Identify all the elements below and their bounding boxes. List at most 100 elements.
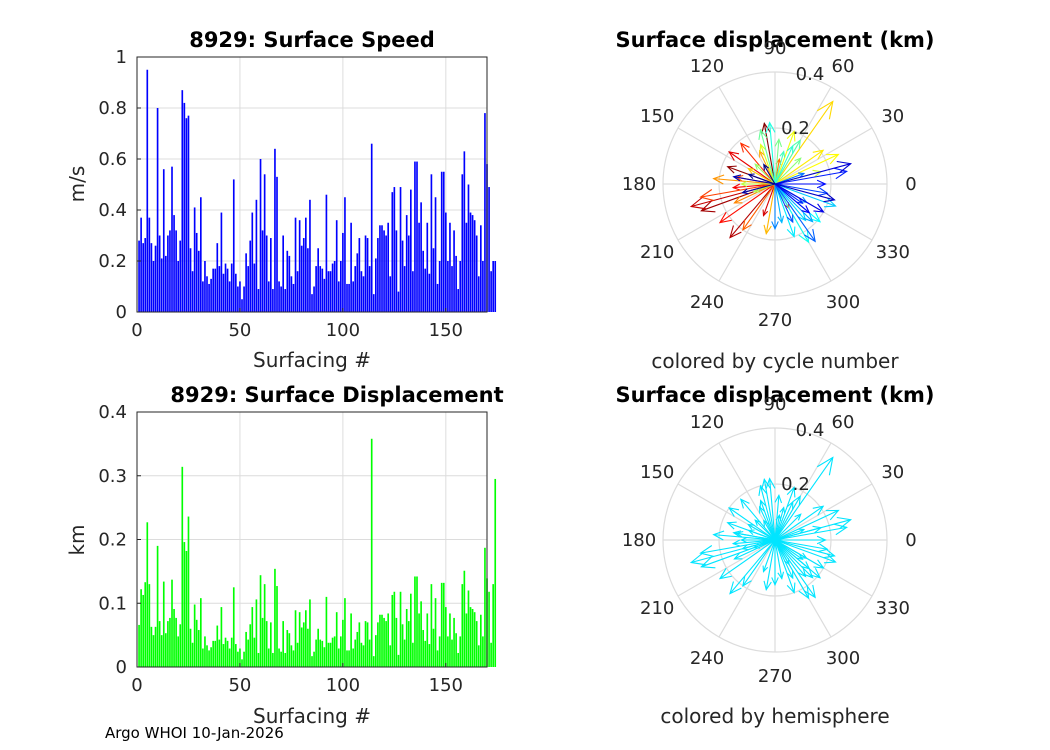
bar [484, 547, 486, 667]
bar [235, 644, 237, 667]
displacement-arrowhead [786, 582, 796, 594]
bar [305, 610, 307, 667]
bar [434, 598, 437, 667]
bar [177, 636, 179, 667]
displacement-arrow [754, 519, 776, 541]
bar [447, 636, 449, 667]
displacement-arrow [774, 487, 795, 541]
displacement-arrow [742, 183, 776, 194]
bar [228, 281, 231, 312]
bar [183, 542, 186, 667]
bar [459, 261, 462, 312]
displacement-arrowhead [761, 122, 771, 135]
bar [315, 266, 317, 312]
displacement-arrowhead [796, 553, 804, 561]
bar [292, 650, 295, 667]
bar [455, 255, 457, 312]
displacement-bars [138, 438, 497, 668]
polar-hemisphere-subtitle: colored by hemisphere [660, 704, 889, 728]
polar-angle-label: 300 [826, 292, 860, 313]
polar-cycle-panel: Surface displacement (km) colored by cyc… [615, 28, 934, 373]
bar [399, 187, 402, 312]
displacement-arrowhead [729, 581, 742, 595]
y-tick-label: 0.1 [98, 593, 127, 614]
bar [430, 584, 433, 668]
polar-angle-label: 150 [640, 462, 674, 483]
displacement-arrowhead [747, 167, 755, 174]
displacement-arrow [774, 496, 801, 541]
bar [226, 640, 229, 667]
bar [208, 650, 210, 667]
displacement-arrowhead [803, 568, 814, 579]
displacement-arrowhead [700, 200, 716, 213]
bar [274, 568, 276, 667]
displacement-arrow [774, 539, 810, 570]
displacement-arrowhead [728, 151, 740, 161]
bar [372, 294, 375, 312]
bar [348, 650, 350, 667]
bar [214, 640, 217, 667]
bar [391, 192, 394, 312]
bar [296, 271, 299, 312]
bar [251, 607, 254, 667]
speed-bars [138, 69, 497, 313]
x-tick-label: 150 [429, 675, 463, 696]
displacement-arrow [769, 478, 776, 541]
bar [138, 624, 140, 667]
bar [368, 266, 371, 312]
displacement-arrowhead [797, 528, 806, 535]
bar [307, 628, 309, 667]
displacement-arrow [774, 151, 785, 185]
polar-angle-label: 0 [905, 530, 916, 551]
bar [232, 179, 235, 312]
bar [169, 617, 171, 667]
bar [286, 250, 289, 312]
bar [315, 639, 317, 667]
displacement-arrow [748, 173, 776, 185]
x-tick-label: 0 [131, 675, 142, 696]
bar [142, 594, 144, 667]
bar [185, 550, 188, 667]
displacement-arrowhead [786, 130, 796, 142]
displacement-arrow [774, 131, 795, 185]
bar [370, 438, 373, 667]
bar [282, 235, 284, 312]
displacement-arrow [774, 183, 824, 213]
bar [187, 516, 190, 667]
bar [395, 617, 398, 667]
bar [189, 628, 192, 667]
bar [206, 645, 208, 667]
bar [471, 215, 474, 312]
displacement-arrow [774, 505, 824, 541]
bar [467, 590, 470, 667]
bar [459, 636, 462, 667]
bar [294, 610, 297, 667]
displacement-arrowhead [731, 183, 741, 191]
bar [197, 630, 200, 667]
bar [245, 253, 247, 312]
bar [370, 143, 373, 312]
displacement-arrow [740, 142, 776, 185]
bar [243, 651, 245, 667]
bar [218, 266, 221, 312]
displacement-arrow [734, 183, 776, 204]
bar [175, 617, 177, 667]
bar [216, 625, 219, 667]
bar [407, 235, 410, 312]
polar-angle-label: 270 [758, 666, 792, 687]
displacement-arrow [740, 498, 776, 541]
displacement-arrow [763, 520, 776, 541]
y-tick-label: 0.4 [98, 200, 127, 221]
bar [360, 271, 363, 312]
displacement-arrow [748, 168, 776, 185]
x-tick-label: 50 [228, 320, 251, 341]
y-tick-label: 0.2 [98, 251, 127, 272]
displacement-arrowhead [747, 173, 755, 179]
bar [368, 639, 371, 667]
displacement-arrowhead [700, 556, 716, 569]
bar [438, 636, 441, 667]
displacement-arrow [774, 170, 847, 185]
bar [412, 271, 414, 312]
bar [482, 636, 484, 667]
